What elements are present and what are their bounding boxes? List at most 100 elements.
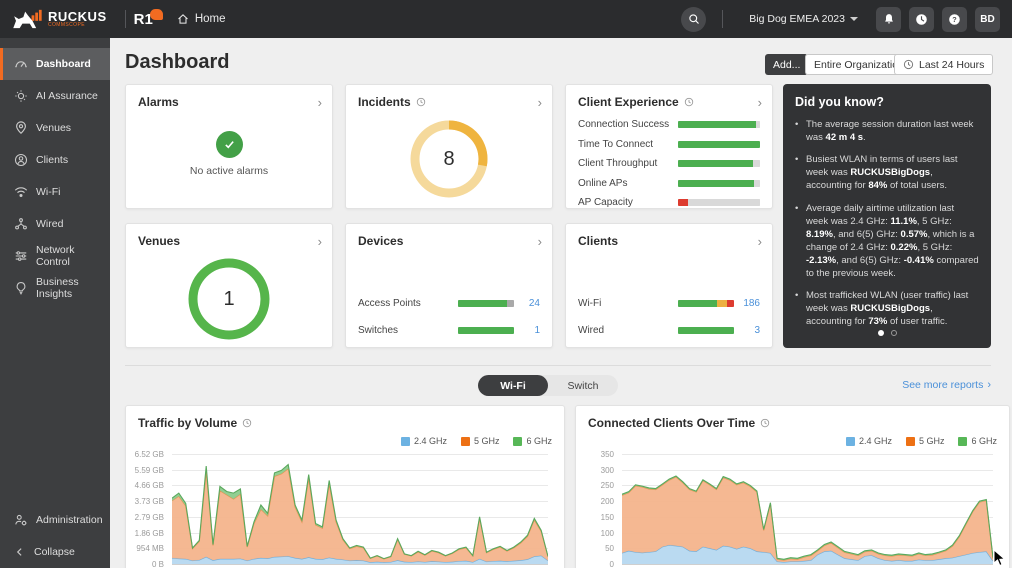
add-button[interactable]: Add... (765, 54, 809, 75)
chevron-right-icon[interactable]: › (317, 94, 322, 110)
tab-wi-fi[interactable]: Wi-Fi (478, 375, 548, 396)
venues-ring: 1 (126, 254, 332, 344)
sidebar-item-business-insights[interactable]: Business Insights (0, 272, 110, 304)
legend-item-6-ghz[interactable]: 6 GHz (958, 436, 997, 446)
chevron-right-icon[interactable]: › (317, 233, 322, 249)
legend-item-2-4-ghz[interactable]: 2.4 GHz (400, 436, 447, 446)
incidents-count: 8 (443, 147, 455, 170)
did-you-know-title: Did you know? (795, 95, 884, 109)
sidebar-item-label: Business Insights (36, 276, 79, 300)
sidebar-item-label: AI Assurance (36, 90, 98, 102)
chart-title: Connected Clients Over Time (588, 416, 756, 430)
metric-value[interactable]: 24 (528, 298, 540, 309)
see-more-reports-link[interactable]: See more reports › (902, 379, 991, 391)
card-title: Venues (138, 234, 181, 248)
did-you-know-panel: Did you know? The average session durati… (783, 84, 991, 348)
metric-row-wired: Wired 3 (578, 317, 760, 344)
tab-switch[interactable]: Switch (567, 379, 599, 392)
sidebar-item-network-control[interactable]: Network Control (0, 240, 110, 272)
chevron-right-icon[interactable]: › (537, 94, 542, 110)
did-you-know-bullet: Average daily airtime utilization last w… (795, 202, 979, 281)
main-content: Dashboard Add... Entire Organization Las… (110, 38, 1012, 568)
sidebar-item-venues[interactable]: Venues (0, 112, 110, 144)
clock-small-icon (684, 97, 694, 107)
metric-label: Client Throughput (578, 158, 658, 170)
alarms-card: Alarms › No active alarms (125, 84, 333, 209)
area-chart (171, 454, 549, 568)
sidebar-item-dashboard[interactable]: Dashboard (0, 48, 110, 80)
metric-value[interactable]: 186 (743, 298, 760, 309)
legend-item-2-4-ghz[interactable]: 2.4 GHz (845, 436, 892, 446)
metric-bar (678, 179, 760, 187)
time-range-button[interactable]: Last 24 Hours (894, 54, 994, 75)
alarms-status-text: No active alarms (189, 165, 269, 177)
sidebar-item-wired[interactable]: Wired (0, 208, 110, 240)
metric-bar (458, 327, 514, 334)
notifications-button[interactable] (876, 6, 901, 32)
legend-item-5-ghz[interactable]: 5 GHz (905, 436, 944, 446)
metric-bar (458, 300, 514, 307)
sidebar-item-label: Wi-Fi (36, 186, 61, 198)
metric-row-switches: Switches 1 (358, 317, 540, 344)
sidebar-item-clients[interactable]: Clients (0, 144, 110, 176)
metric-bar (678, 121, 760, 129)
sidebar-item-label: Dashboard (36, 58, 91, 70)
brand-subtitle: COMMSCOPE (48, 22, 85, 28)
sidebar-nav: Dashboard AI Assurance Venues Clients Wi-Fi W… (0, 38, 110, 568)
sidebar-item-administration[interactable]: Administration (0, 504, 110, 536)
metric-row-connection-success: Connection Success (578, 115, 760, 135)
metric-value[interactable]: 1 (534, 325, 540, 336)
r1-logo: R1 (134, 8, 163, 28)
search-button[interactable] (681, 6, 707, 32)
venues-count: 1 (223, 287, 235, 310)
wifi-icon (14, 185, 28, 199)
org-selector-label: Big Dog EMEA 2023 (749, 13, 845, 25)
top-bar: RUCKUS COMMSCOPE R1 Home Big Dog EMEA 20… (0, 0, 1012, 38)
chevron-right-icon[interactable]: › (757, 94, 762, 110)
chevron-right-icon[interactable]: › (757, 233, 762, 249)
carousel-dots (783, 330, 991, 336)
sidebar-item-wi-fi[interactable]: Wi-Fi (0, 176, 110, 208)
brand-name: RUCKUS (48, 9, 107, 24)
carousel-dot-active[interactable] (877, 330, 884, 336)
metric-bar (678, 199, 760, 207)
sidebar-item-label: Network Control (36, 244, 75, 268)
metric-row-wi-fi: Wi-Fi 186 (578, 290, 760, 317)
clock-icon (915, 13, 928, 26)
metric-bar (678, 140, 760, 148)
help-button[interactable]: ? (942, 6, 967, 32)
venues-icon (14, 121, 28, 135)
metric-label: Wired (578, 325, 605, 336)
search-icon (688, 13, 700, 25)
metric-row-online-aps: Online APs (578, 174, 760, 194)
sidebar-item-label: Collapse (34, 546, 75, 558)
devices-card: Devices › Access Points 24 Switches 1 (345, 223, 553, 348)
connected-clients-card: Connected Clients Over Time 2.4 GHz 5 GHz… (575, 405, 1010, 568)
carousel-dot[interactable] (890, 330, 897, 336)
card-title: Alarms (138, 95, 179, 109)
metric-row-time-to-connect: Time To Connect (578, 135, 760, 155)
chart-legend: 2.4 GHz 5 GHz 6 GHz (400, 436, 552, 446)
metric-bar (678, 327, 734, 334)
metric-value[interactable]: 3 (754, 325, 760, 336)
wifi-switch-toggle: Wi-Fi Switch (478, 375, 618, 396)
avatar[interactable]: BD (975, 6, 1000, 32)
chevron-right-icon[interactable]: › (537, 233, 542, 249)
breadcrumb-home[interactable]: Home (177, 13, 226, 25)
card-title: Incidents (358, 95, 411, 109)
legend-item-6-ghz[interactable]: 6 GHz (513, 436, 552, 446)
administration-icon (14, 513, 28, 527)
org-selector[interactable]: Big Dog EMEA 2023 (749, 13, 858, 25)
metric-row-client-throughput: Client Throughput (578, 154, 760, 174)
y-axis-labels: 350 300 250 200 150 100 50 0 (600, 450, 614, 568)
sidebar-item-collapse[interactable]: Collapse (0, 536, 110, 568)
ai-assurance-icon (14, 89, 28, 103)
legend-item-5-ghz[interactable]: 5 GHz (460, 436, 499, 446)
activity-button[interactable] (909, 6, 934, 32)
check-icon (215, 131, 243, 158)
ruckus-dog-icon (12, 8, 42, 30)
metric-label: Switches (358, 325, 399, 336)
svg-text:?: ? (952, 14, 957, 23)
sidebar-item-label: Administration (36, 514, 103, 526)
sidebar-item-ai-assurance[interactable]: AI Assurance (0, 80, 110, 112)
